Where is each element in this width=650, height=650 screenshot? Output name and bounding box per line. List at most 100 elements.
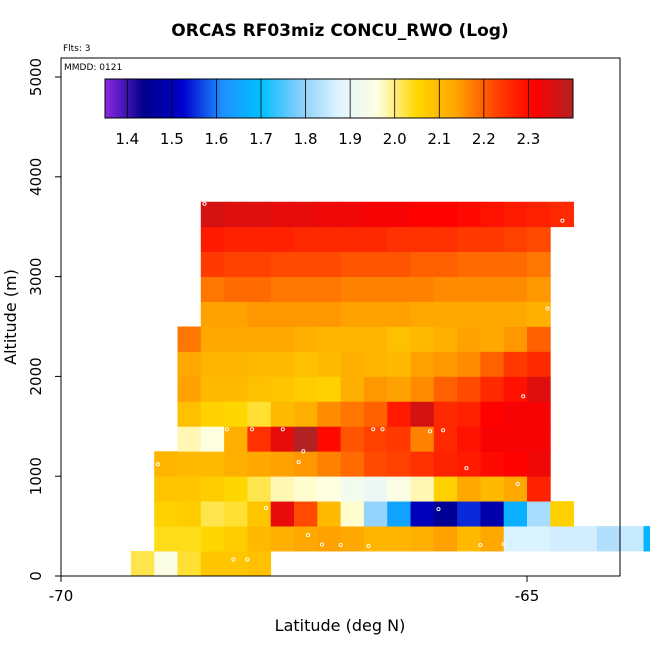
colorbar-swatch bbox=[541, 79, 545, 118]
colorbar-swatch bbox=[318, 79, 322, 118]
colorbar-swatch bbox=[445, 79, 449, 118]
colorbar-swatch bbox=[488, 79, 492, 118]
heatmap-cell bbox=[457, 276, 481, 302]
heatmap-cell bbox=[433, 476, 458, 502]
colorbar-swatch bbox=[214, 79, 217, 118]
heatmap-cell bbox=[270, 501, 295, 527]
heatmap-cell bbox=[363, 301, 388, 327]
heatmap-cell bbox=[410, 201, 435, 228]
colorbar-swatch bbox=[428, 79, 431, 118]
colorbar-swatch bbox=[434, 79, 438, 118]
colorbar-swatch bbox=[225, 79, 229, 118]
heatmap-cell bbox=[363, 401, 388, 427]
heatmap-cell bbox=[387, 426, 411, 452]
colorbar-swatch bbox=[263, 79, 266, 118]
heatmap-cell bbox=[620, 526, 644, 552]
heatmap-cell bbox=[387, 201, 411, 228]
heatmap-cell bbox=[317, 526, 341, 552]
heatmap-cell bbox=[527, 326, 551, 352]
heatmap-cell bbox=[363, 426, 388, 452]
colorbar-swatch bbox=[276, 79, 280, 118]
colorbar-swatch bbox=[390, 79, 393, 118]
heatmap-cell bbox=[433, 426, 458, 452]
colorbar-swatch bbox=[229, 79, 233, 118]
heatmap-cell bbox=[200, 401, 225, 427]
colorbar-swatch bbox=[341, 79, 344, 118]
colorbar-swatch bbox=[274, 79, 278, 118]
heatmap-cell bbox=[270, 526, 295, 552]
colorbar-swatch bbox=[472, 79, 476, 118]
flight-marker bbox=[263, 506, 269, 511]
heatmap-cell bbox=[224, 476, 248, 502]
colorbar-swatch bbox=[305, 79, 309, 118]
heatmap-cell bbox=[503, 201, 528, 228]
colorbar-swatch bbox=[515, 79, 518, 118]
colorbar-swatch bbox=[292, 79, 295, 118]
colorbar-swatch bbox=[303, 79, 307, 118]
flight-marker bbox=[224, 427, 229, 432]
heatmap-cell bbox=[247, 276, 272, 302]
colorbar-swatch bbox=[247, 79, 251, 118]
colorbar-swatch bbox=[354, 79, 358, 118]
heatmap-cell bbox=[247, 501, 272, 527]
colorbar-swatch bbox=[566, 79, 570, 118]
heatmap-cell bbox=[410, 326, 435, 352]
heatmap-cell bbox=[387, 326, 411, 352]
heatmap-cell bbox=[294, 426, 318, 452]
heatmap-cell bbox=[433, 201, 458, 228]
heatmap-cell bbox=[480, 251, 505, 277]
colorbar-swatch bbox=[365, 79, 369, 118]
heatmap-cell bbox=[177, 551, 202, 577]
heatmap-cell bbox=[550, 526, 574, 552]
colorbar-swatch bbox=[287, 79, 291, 118]
heatmap-cell bbox=[387, 451, 411, 477]
heatmap-cell bbox=[340, 201, 365, 228]
colorbar-swatch bbox=[289, 79, 293, 118]
colorbar-swatch bbox=[539, 79, 543, 118]
heatmap-cell bbox=[340, 476, 365, 502]
colorbar-swatch bbox=[321, 79, 324, 118]
heatmap-cell bbox=[503, 451, 528, 477]
heatmap-cell bbox=[294, 326, 318, 352]
heatmap-cell bbox=[270, 351, 295, 377]
heatmap-cell bbox=[224, 276, 248, 302]
colorbar-swatch bbox=[294, 79, 298, 118]
heatmap-cell bbox=[317, 226, 341, 253]
heatmap-cell bbox=[503, 326, 528, 352]
colorbar-swatch bbox=[325, 79, 329, 118]
heatmap-cell bbox=[200, 426, 225, 452]
flight-marker bbox=[231, 557, 236, 562]
heatmap-cell bbox=[224, 251, 248, 277]
colorbar-swatch bbox=[448, 79, 451, 118]
colorbar-swatch bbox=[147, 79, 151, 118]
heatmap-cell bbox=[224, 351, 248, 377]
heatmap-cell bbox=[457, 426, 481, 452]
heatmap-cell bbox=[480, 526, 505, 552]
heatmap-cell bbox=[224, 376, 248, 402]
colorbar-swatch bbox=[347, 79, 351, 118]
heatmap-cell bbox=[247, 351, 272, 377]
x-axis-ticks: -70 -65 bbox=[49, 576, 539, 605]
colorbar-swatch bbox=[510, 79, 514, 118]
plot-frame bbox=[60, 57, 621, 577]
colorbar-swatch bbox=[116, 79, 119, 118]
heatmap-cell bbox=[317, 251, 341, 277]
heatmap-cell bbox=[457, 226, 481, 253]
heatmap-cell bbox=[480, 326, 505, 352]
colorbar-swatch bbox=[363, 79, 367, 118]
heatmap-cell bbox=[270, 276, 295, 302]
heatmap-cell bbox=[410, 376, 435, 402]
colorbar-swatch bbox=[441, 79, 445, 118]
heatmap-cell bbox=[200, 351, 225, 377]
colorbar: 1.4 1.5 1.6 1.7 1.8 1.9 2.0 2.1 2.2 2.3 bbox=[104, 78, 574, 148]
colorbar-swatch bbox=[149, 79, 153, 118]
colorbar-swatch bbox=[437, 79, 440, 118]
colorbar-swatch bbox=[564, 79, 567, 118]
colorbar-swatch bbox=[532, 79, 536, 118]
heatmap-cell bbox=[294, 201, 318, 228]
heatmap-cells bbox=[130, 201, 650, 577]
heatmap-cell bbox=[527, 301, 551, 327]
heatmap-cell bbox=[480, 351, 505, 377]
colorbar-swatch bbox=[129, 79, 133, 118]
